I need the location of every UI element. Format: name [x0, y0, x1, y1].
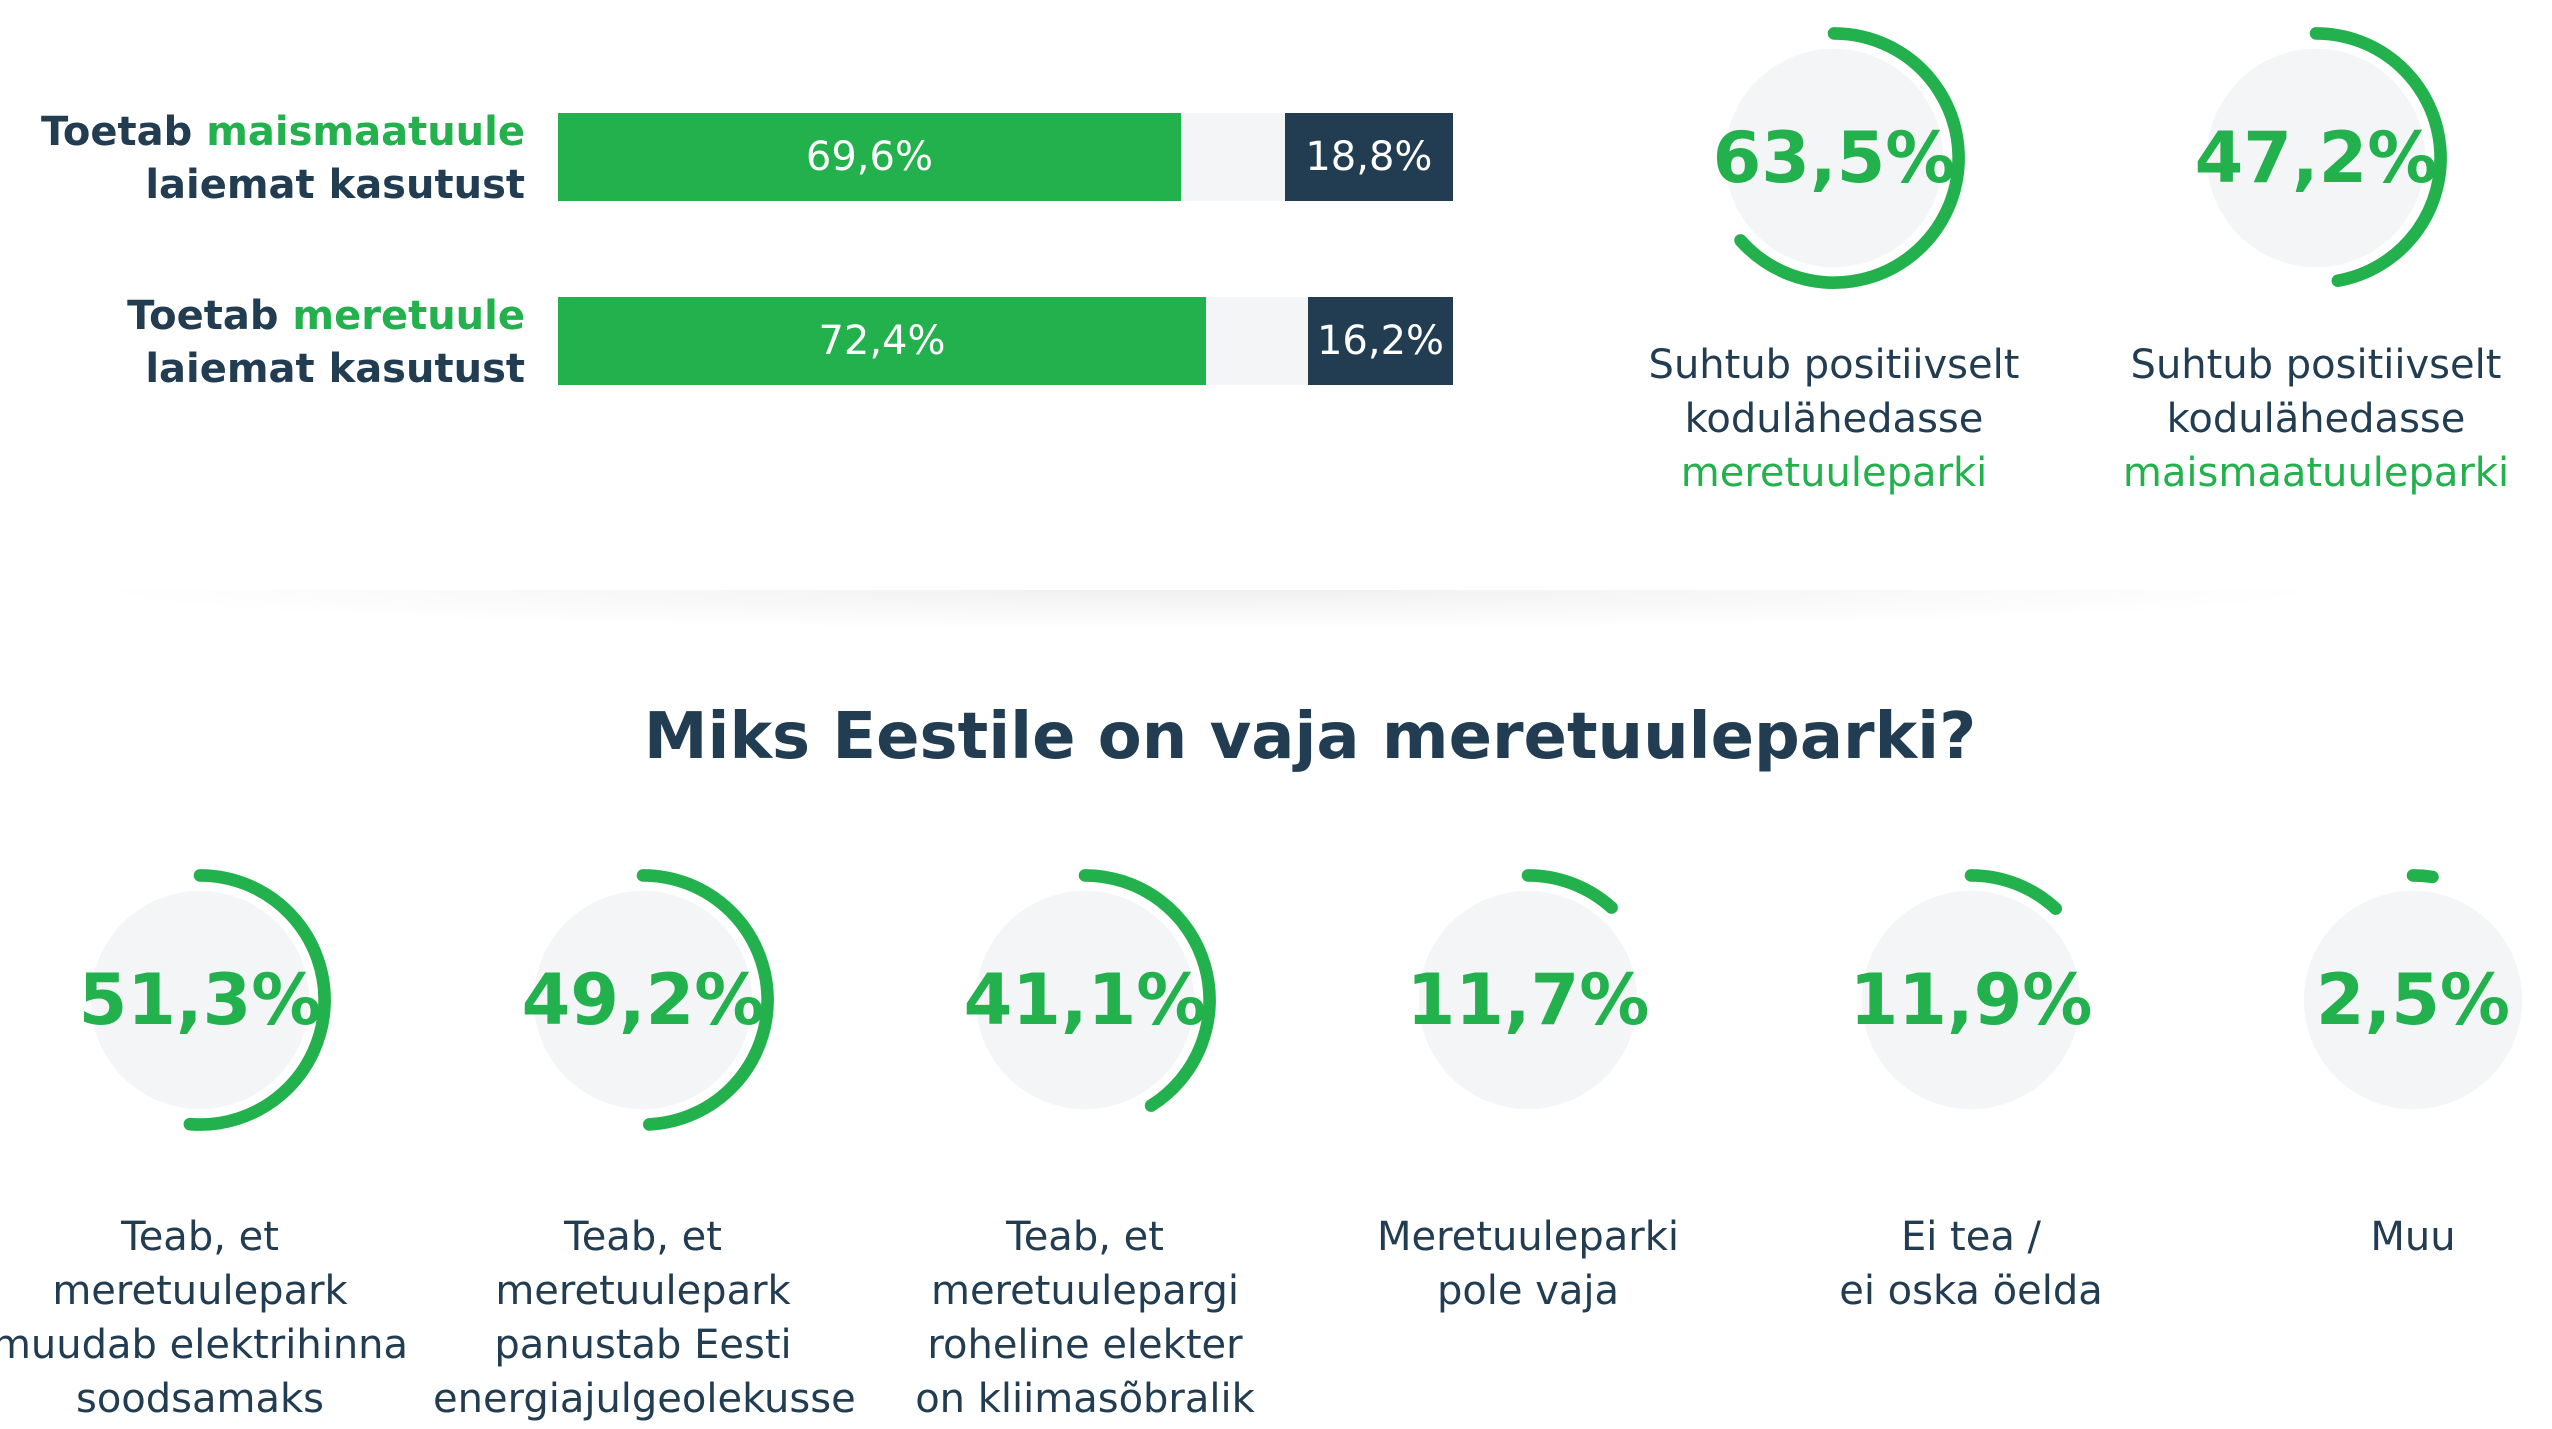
bar-sea-oppose-label: 16,2% — [1316, 318, 1445, 364]
donut-reason-5: 11,9% — [1831, 860, 2111, 1140]
caption-reason-1: Teab, et meretuulepark muudab elektrihin… — [0, 1214, 409, 1422]
donut-reason-5-svg — [1861, 869, 2081, 1110]
bar-label-sea-highlight: meretuule — [292, 293, 525, 339]
donut-reason-4-svg — [1418, 869, 1638, 1110]
bar-label-land-post: laiemat kasutust — [145, 162, 525, 208]
donut-reason-4: 11,7% — [1388, 860, 1668, 1140]
donut-reason-4-arc — [1521, 869, 1618, 914]
bar-land-oppose-segment: 18,8% — [1284, 113, 1453, 201]
donut-reason-1-arc — [183, 869, 331, 1131]
bar-sea-support-segment: 72,4% — [558, 297, 1206, 385]
bar-land: 69,6% 18,8% — [558, 113, 1453, 201]
caption-attitude-land-text: Suhtub positiivselt kodulähedasse — [2130, 342, 2502, 442]
caption-reason-2: Teab, et meretuulepark panustab Eesti en… — [433, 1214, 856, 1422]
donut-reason-3-arc — [1078, 869, 1216, 1112]
donut-reason-2-value: 49,2% — [521, 959, 765, 1041]
bar-sea: 72,4% 16,2% — [558, 297, 1453, 385]
donut-reason-1-background — [90, 890, 310, 1110]
caption-reason-3: Teab, et meretuulepargi roheline elekter… — [915, 1214, 1255, 1422]
bar-land-oppose-label: 18,8% — [1305, 134, 1433, 180]
donut-reason-2: 49,2% — [503, 860, 783, 1140]
bar-sea-oppose-segment: 16,2% — [1308, 297, 1453, 385]
donut-attitude-sea-arc — [1734, 27, 1965, 289]
donut-reason-1-svg — [90, 869, 331, 1131]
caption-attitude-land-highlight: maismaatuuleparki — [2122, 450, 2510, 496]
bar-land-support-label: 69,6% — [805, 134, 933, 180]
donut-reason-4-background — [1418, 890, 1638, 1110]
donut-reason-2-arc — [636, 869, 774, 1131]
donut-reason-2-background — [533, 890, 753, 1110]
donut-attitude-land-arc — [2309, 27, 2447, 287]
donut-reason-5-arc — [1964, 869, 2063, 915]
caption-attitude-sea-highlight: meretuuleparki — [1680, 450, 1988, 496]
caption-attitude-sea: Suhtub positiivselt kodulähedasse meretuu… — [1594, 338, 2074, 500]
caption-reason-6: Muu — [2370, 1214, 2456, 1260]
caption-attitude-land: Suhtub positiivselt kodulähedasse maismaa… — [2076, 338, 2552, 500]
caption-reason-4: Meretuuleparki pole vaja — [1376, 1214, 1680, 1314]
donut-reason-5-value: 11,9% — [1849, 959, 2093, 1041]
donut-attitude-land-svg — [2206, 27, 2447, 287]
donut-attitude-sea-svg — [1724, 27, 1965, 289]
donut-reason-3-svg — [975, 869, 1216, 1112]
donut-reason-6-value: 2,5% — [2315, 959, 2511, 1041]
donut-attitude-land-value: 47,2% — [2194, 117, 2438, 199]
donut-reason-6-background — [2303, 890, 2523, 1110]
donut-reason-3-background — [975, 890, 1195, 1110]
section-divider — [70, 590, 2350, 630]
donut-reason-2-svg — [533, 869, 774, 1131]
bar-sea-support-label: 72,4% — [818, 318, 946, 364]
caption-attitude-sea-text: Suhtub positiivselt kodulähedasse — [1648, 342, 2020, 442]
bar-label-land: Toetab maismaatuule laiemat kasutust — [5, 106, 525, 212]
bar-label-land-highlight: maismaatuule — [206, 109, 525, 155]
donut-attitude-sea-background — [1724, 48, 1944, 268]
donut-reason-1: 51,3% — [60, 860, 340, 1140]
bar-land-support-segment: 69,6% — [558, 113, 1181, 201]
donut-attitude-land-background — [2206, 48, 2426, 268]
donut-reason-3: 41,1% — [945, 860, 1225, 1140]
donut-reason-1-value: 51,3% — [78, 959, 322, 1041]
donut-attitude-sea: 63,5% — [1694, 18, 1974, 298]
bar-label-sea-pre: Toetab — [127, 293, 293, 339]
caption-reason-5: Ei tea / ei oska öelda — [1839, 1214, 2103, 1314]
donut-reason-6-arc — [2406, 869, 2439, 884]
bar-label-land-pre: Toetab — [40, 109, 207, 155]
donut-attitude-sea-value: 63,5% — [1712, 117, 1956, 199]
donut-reason-5-background — [1861, 890, 2081, 1110]
donut-reason-6-svg — [2303, 869, 2523, 1110]
donut-reason-6: 2,5% — [2273, 860, 2552, 1140]
section-title: Miks Eestile on vaja meretuuleparki? — [643, 700, 1977, 774]
donut-reason-3-value: 41,1% — [963, 959, 1207, 1041]
bar-label-sea: Toetab meretuule laiemat kasutust — [5, 290, 525, 396]
bar-label-sea-post: laiemat kasutust — [145, 346, 525, 392]
donut-attitude-land: 47,2% — [2176, 18, 2456, 298]
donut-reason-4-value: 11,7% — [1406, 959, 1650, 1041]
